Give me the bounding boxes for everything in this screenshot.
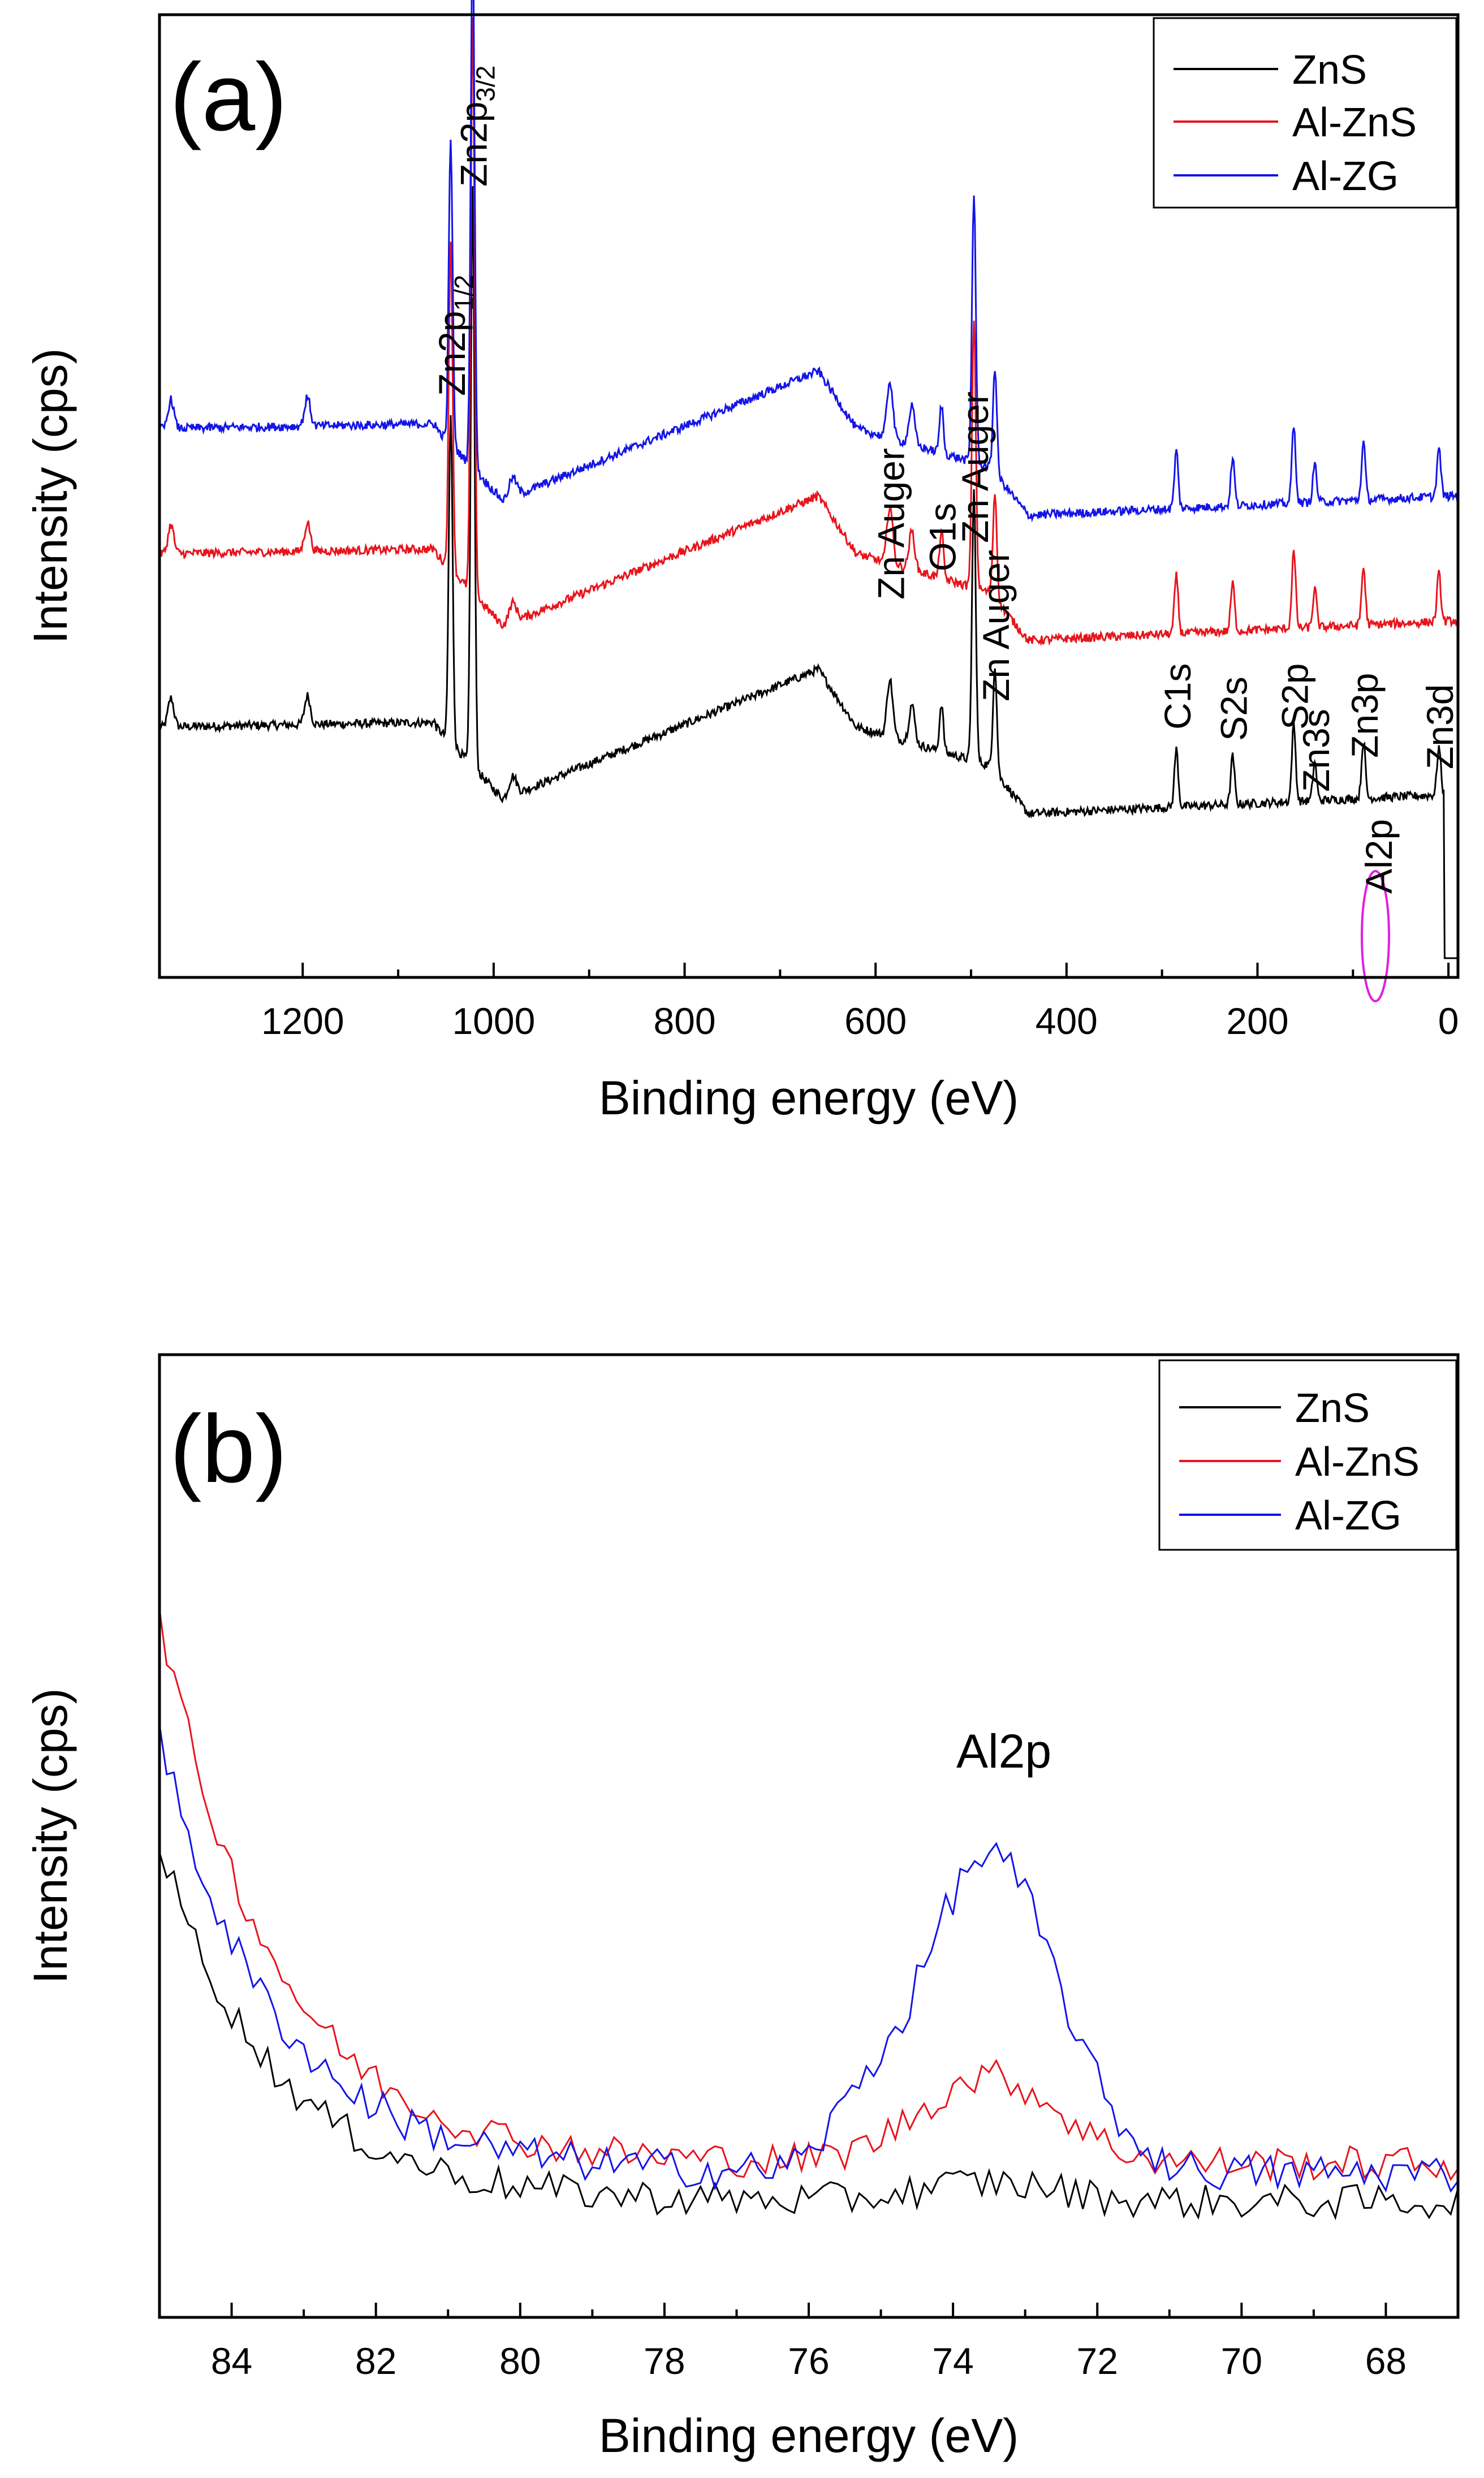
panel-b-xlabel: Binding energy (eV) <box>599 2409 1019 2462</box>
panel-a-peak-label-5: Zn Auger <box>975 550 1017 701</box>
panel-a-legend-zns: ZnS <box>1292 48 1367 93</box>
panel-a-legend-alzns: Al-ZnS <box>1292 100 1417 145</box>
panel-a-peak-label-4: Zn Auger <box>954 391 996 543</box>
panel-b-al2p-annotation: Al2p <box>956 1725 1051 1778</box>
panel-b-x-axis: 84 82 80 78 76 74 72 70 68 <box>211 2303 1407 2382</box>
panel-b-legend-alzns: Al-ZnS <box>1295 1440 1420 1485</box>
panel-b: 84 82 80 78 76 74 72 70 68 (b) Binding energy (e… <box>24 1353 1460 2462</box>
panel-a-label: (a) <box>170 44 287 151</box>
panel-b-tick-label-70: 70 <box>1221 2340 1262 2382</box>
panel-b-tick-label-76: 76 <box>788 2340 829 2382</box>
panel-b-tick-label-84: 84 <box>211 2340 252 2382</box>
panel-a-xlabel: Binding energy (eV) <box>599 1071 1019 1124</box>
panel-a-line-zns <box>158 186 1458 959</box>
panel-a-peak-label-11: Al2p <box>1358 819 1400 894</box>
panel-a-x-axis: 1200 1000 800 600 400 200 0 <box>261 963 1459 1042</box>
panel-a-peak-label-3: O1s <box>922 503 964 571</box>
panel-b-ylabel: Intensity (cps) <box>24 1688 77 1984</box>
panel-a-tick-label-1200: 1200 <box>261 1000 344 1042</box>
panel-b-legend-alzg: Al-ZG <box>1295 1493 1401 1538</box>
panel-a-frame <box>158 13 1460 979</box>
panel-a-peak-label-10: Zn3p <box>1344 673 1386 758</box>
panel-a-peak-label-1: Zn2p3/2 <box>453 66 501 187</box>
panel-a-line-al-zg <box>159 0 1459 523</box>
panel-a-legend-alzg: Al-ZG <box>1292 154 1399 199</box>
panel-a-tick-label-1000: 1000 <box>452 1000 535 1042</box>
panel-b-legend: ZnS Al-ZnS Al-ZG <box>1158 1359 1457 1551</box>
panel-b-label: (b) <box>170 1395 287 1503</box>
panel-b-legend-zns: ZnS <box>1295 1386 1370 1431</box>
panel-b-tick-label-78: 78 <box>644 2340 685 2382</box>
panel-b-tick-label-68: 68 <box>1365 2340 1407 2382</box>
panel-b-series <box>158 1609 1459 2221</box>
panel-a-tick-label-0: 0 <box>1438 1000 1459 1042</box>
panel-b-legend-box <box>1158 1359 1457 1551</box>
panel-a-ylabel: Intensity (cps) <box>24 348 77 644</box>
panel-b-tick-label-82: 82 <box>355 2340 396 2382</box>
panel-a-tick-label-200: 200 <box>1226 1000 1288 1042</box>
panel-a-peak-label-8: S2p <box>1274 663 1316 730</box>
panel-a-tick-label-800: 800 <box>653 1000 715 1042</box>
panel-a-peak-label-7: S2s <box>1213 676 1255 741</box>
panel-b-tick-label-80: 80 <box>499 2340 541 2382</box>
panel-a-legend: ZnS Al-ZnS Al-ZG <box>1153 17 1457 209</box>
panel-a-series <box>158 0 1459 959</box>
panel-b-tick-label-74: 74 <box>932 2340 973 2382</box>
panel-a-line-al-zns <box>158 17 1459 647</box>
panel-a-peak-label-0: Zn2p1/2 <box>431 275 478 396</box>
al2p-ellipse <box>1361 870 1390 1002</box>
panel-b-line-al-zns <box>158 1609 1459 2183</box>
panel-a-peak-label-2: Zn Auger <box>870 448 912 600</box>
panel-a-peak-label-12: Zn3d <box>1419 684 1461 769</box>
panel-a-tick-label-400: 400 <box>1036 1000 1098 1042</box>
panel-a-peak-label-9: Zn3s <box>1295 709 1337 792</box>
panel-b-line-al-zg <box>158 1724 1459 2193</box>
panel-b-line-zns <box>158 1852 1459 2221</box>
panel-a-peak-label-6: C1s <box>1157 663 1198 730</box>
panel-b-tick-label-72: 72 <box>1077 2340 1118 2382</box>
panel-a: 1200 1000 800 600 400 200 0 (a) Binding energy… <box>24 0 1461 1124</box>
panel-a-tick-label-600: 600 <box>844 1000 907 1042</box>
